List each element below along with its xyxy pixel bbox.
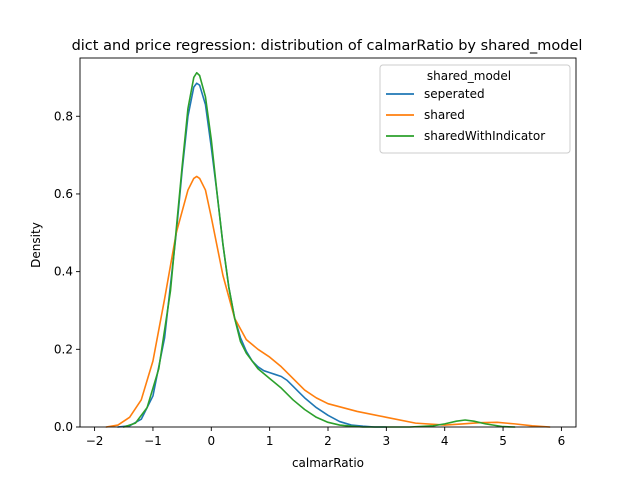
x-tick-label: 4 <box>441 434 449 448</box>
x-tick-label: 5 <box>499 434 507 448</box>
legend: shared_model seperated shared sharedWithInd… <box>379 64 571 154</box>
legend-box <box>379 64 571 154</box>
x-tick-label: 6 <box>558 434 566 448</box>
chart-title: dict and price regression: distribution … <box>72 38 583 54</box>
x-tick-label: 2 <box>324 434 332 448</box>
plot-area: −2 −1 0 1 2 3 4 5 6 0.0 0.2 0.4 0.6 0.8 <box>54 57 577 448</box>
legend-title: shared_model <box>427 69 511 83</box>
legend-label-shared: shared <box>424 108 465 122</box>
x-tick-label: −2 <box>86 434 104 448</box>
y-tick-label: 0.0 <box>54 420 73 434</box>
y-tick-label: 0.8 <box>54 109 73 123</box>
y-axis-label: Density <box>29 222 43 268</box>
x-axis-label: calmarRatio <box>292 456 364 470</box>
legend-label-sharedWithIndicator: sharedWithIndicator <box>424 129 545 143</box>
series-line-shared <box>105 175 551 428</box>
legend-label-seperated: seperated <box>424 87 485 101</box>
series-line-sharedWithIndicator <box>122 71 516 428</box>
y-tick-label: 0.6 <box>54 187 73 201</box>
x-tick-label: 1 <box>266 434 274 448</box>
x-tick-label: 3 <box>383 434 391 448</box>
x-tick-label: 0 <box>207 434 215 448</box>
x-tick-label: −1 <box>144 434 162 448</box>
y-tick-label: 0.4 <box>54 265 73 279</box>
y-tick-label: 0.2 <box>54 342 73 356</box>
